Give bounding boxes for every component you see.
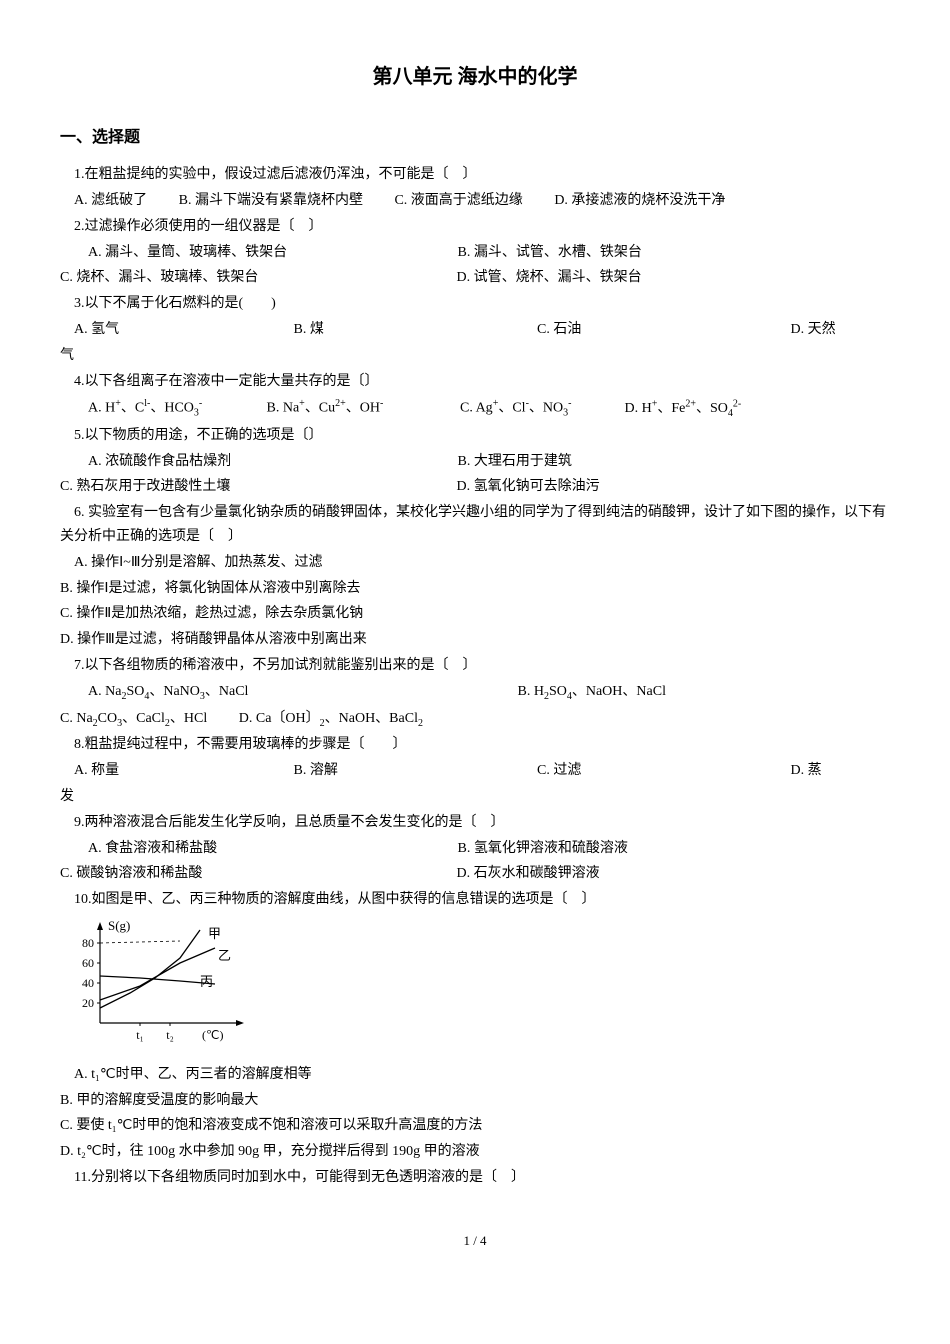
opt-d: D. t₂℃时，往 100g 水中参加 90g 甲，充分搅拌后得到 190g 甲… xyxy=(60,1140,890,1164)
svg-text:20: 20 xyxy=(82,996,94,1010)
opt-b: B. 煤 xyxy=(294,318,534,342)
question-4-stem: 4.以下各组离子在溶液中一定能大量共存的是〔〕 xyxy=(60,370,890,394)
question-9-opts-row2: C. 碳酸钠溶液和稀盐酸 D. 石灰水和碳酸钾溶液 xyxy=(60,862,890,886)
svg-text:(℃): (℃) xyxy=(202,1028,223,1042)
opt-c: C. 碳酸钠溶液和稀盐酸 xyxy=(60,862,453,886)
question-9-stem: 9.两种溶液混合后能发生化学反响，且总质量不会发生变化的是〔 〕 xyxy=(60,811,890,835)
opt-d: D. 氢氧化钠可去除油污 xyxy=(457,479,600,494)
opt-c: C. Ag+、Cl-、NO3- xyxy=(446,395,621,421)
question-6-stem: 6. 实验室有一包含有少量氯化钠杂质的硝酸钾固体，某校化学兴趣小组的同学为了得到… xyxy=(60,501,890,549)
opt-b: B. 漏斗下端没有紧靠烧杯内壁 xyxy=(179,193,363,208)
opt-a: A. Na2SO4、NaNO3、NaCl xyxy=(74,680,514,705)
opt-c: C. Na2CO3、CaCl2、HCl xyxy=(60,711,207,726)
opt-b: B. 大理石用于建筑 xyxy=(458,454,572,469)
opt-b: B. 操作Ⅰ是过滤，将氯化钠固体从溶液中别离除去 xyxy=(60,577,890,601)
svg-text:80: 80 xyxy=(82,936,94,950)
question-3-opt-d-cont: 气 xyxy=(60,344,890,368)
opt-a: A. 操作Ⅰ~Ⅲ分别是溶解、加热蒸发、过滤 xyxy=(60,551,890,575)
question-10-stem: 10.如图是甲、乙、丙三种物质的溶解度曲线，从图中获得的信息错误的选项是〔 〕 xyxy=(60,888,890,912)
svg-text:S(g): S(g) xyxy=(108,918,130,933)
opt-a: A. t₁℃时甲、乙、丙三者的溶解度相等 xyxy=(60,1063,890,1087)
question-9-opts-row1: A. 食盐溶液和稀盐酸 B. 氢氧化钾溶液和硫酸溶液 xyxy=(60,837,890,861)
opt-b: B. Na+、Cu2+、OH- xyxy=(253,395,443,420)
question-7-opts-row1: A. Na2SO4、NaNO3、NaCl B. H2SO4、NaOH、NaCl xyxy=(60,680,890,705)
page-number: 1 / 4 xyxy=(60,1230,890,1252)
question-2-stem: 2.过滤操作必须使用的一组仪器是〔 〕 xyxy=(60,215,890,239)
page-title: 第八单元 海水中的化学 xyxy=(60,60,890,94)
question-5-opts-row2: C. 熟石灰用于改进酸性土壤 D. 氢氧化钠可去除油污 xyxy=(60,475,890,499)
question-2-opts-row1: A. 漏斗、量筒、玻璃棒、铁架台 B. 漏斗、试管、水槽、铁架台 xyxy=(60,241,890,265)
opt-d-part1: D. 蒸 xyxy=(791,763,822,778)
question-1-stem: 1.在粗盐提纯的实验中，假设过滤后滤液仍浑浊，不可能是〔 〕 xyxy=(60,163,890,187)
opt-d: D. H+、Fe2+、SO42- xyxy=(625,401,742,416)
opt-c: C. 要使 t₁℃时甲的饱和溶液变成不饱和溶液可以采取升高温度的方法 xyxy=(60,1114,890,1138)
opt-d-part1: D. 天然 xyxy=(791,322,836,337)
opt-a: A. 漏斗、量筒、玻璃棒、铁架台 xyxy=(74,241,454,265)
opt-b: B. 溶解 xyxy=(294,759,534,783)
question-11-stem: 11.分别将以下各组物质同时加到水中，可能得到无色透明溶液的是〔 〕 xyxy=(60,1166,890,1190)
question-4-options: A. H+、Cl-、HCO3- B. Na+、Cu2+、OH- C. Ag+、C… xyxy=(60,395,890,421)
opt-c: C. 过滤 xyxy=(537,759,787,783)
opt-c: C. 液面高于滤纸边缘 xyxy=(394,193,522,208)
question-8-stem: 8.粗盐提纯过程中，不需要用玻璃棒的步骤是〔 〕 xyxy=(60,733,890,757)
question-5-opts-row1: A. 浓硫酸作食品枯燥剂 B. 大理石用于建筑 xyxy=(60,450,890,474)
opt-a: A. 称量 xyxy=(60,759,290,783)
question-2-opts-row2: C. 烧杯、漏斗、玻璃棒、铁架台 D. 试管、烧杯、漏斗、铁架台 xyxy=(60,266,890,290)
opt-d: D. Ca〔OH〕2、NaOH、BaCl2 xyxy=(239,711,423,726)
svg-text:t₁: t₁ xyxy=(136,1028,144,1042)
opt-a: A. H+、Cl-、HCO3- xyxy=(74,395,249,421)
question-3-options: A. 氢气 B. 煤 C. 石油 D. 天然 xyxy=(60,318,890,342)
opt-c: C. 熟石灰用于改进酸性土壤 xyxy=(60,475,453,499)
section-heading: 一、选择题 xyxy=(60,124,890,151)
svg-text:60: 60 xyxy=(82,956,94,970)
question-7-stem: 7.以下各组物质的稀溶液中，不另加试剂就能鉴别出来的是〔 〕 xyxy=(60,654,890,678)
solubility-chart: S(g) 20 40 60 80 t₁ t₂ (℃) 甲乙丙 xyxy=(70,918,890,1057)
question-5-stem: 5.以下物质的用途，不正确的选项是〔〕 xyxy=(60,424,890,448)
svg-text:丙: 丙 xyxy=(200,974,213,989)
question-8-options: A. 称量 B. 溶解 C. 过滤 D. 蒸 xyxy=(60,759,890,783)
opt-c: C. 烧杯、漏斗、玻璃棒、铁架台 xyxy=(60,266,453,290)
svg-text:乙: 乙 xyxy=(218,948,231,963)
question-7-opts-row2: C. Na2CO3、CaCl2、HCl D. Ca〔OH〕2、NaOH、BaCl… xyxy=(60,707,890,732)
opt-a: A. 氢气 xyxy=(60,318,290,342)
svg-text:t₂: t₂ xyxy=(166,1028,174,1042)
opt-a: A. 浓硫酸作食品枯燥剂 xyxy=(74,450,454,474)
opt-b: B. 氢氧化钾溶液和硫酸溶液 xyxy=(458,841,628,856)
opt-a: A. 食盐溶液和稀盐酸 xyxy=(74,837,454,861)
opt-c: C. 石油 xyxy=(537,318,787,342)
opt-a: A. 滤纸破了 xyxy=(74,193,147,208)
opt-b: B. 漏斗、试管、水槽、铁架台 xyxy=(458,245,642,260)
opt-d: D. 承接滤液的烧杯没洗干净 xyxy=(554,193,725,208)
opt-d: D. 操作Ⅲ是过滤，将硝酸钾晶体从溶液中别离出来 xyxy=(60,628,890,652)
question-8-opt-d-cont: 发 xyxy=(60,785,890,809)
opt-c: C. 操作Ⅱ是加热浓缩，趁热过滤，除去杂质氯化钠 xyxy=(60,602,890,626)
svg-text:40: 40 xyxy=(82,976,94,990)
question-3-stem: 3.以下不属于化石燃料的是( ) xyxy=(60,292,890,316)
opt-b: B. H2SO4、NaOH、NaCl xyxy=(518,684,666,699)
opt-d: D. 石灰水和碳酸钾溶液 xyxy=(457,866,600,881)
svg-text:甲: 甲 xyxy=(208,926,221,941)
question-1-options: A. 滤纸破了 B. 漏斗下端没有紧靠烧杯内壁 C. 液面高于滤纸边缘 D. 承… xyxy=(60,189,890,213)
opt-b: B. 甲的溶解度受温度的影响最大 xyxy=(60,1089,890,1113)
opt-d: D. 试管、烧杯、漏斗、铁架台 xyxy=(457,270,642,285)
